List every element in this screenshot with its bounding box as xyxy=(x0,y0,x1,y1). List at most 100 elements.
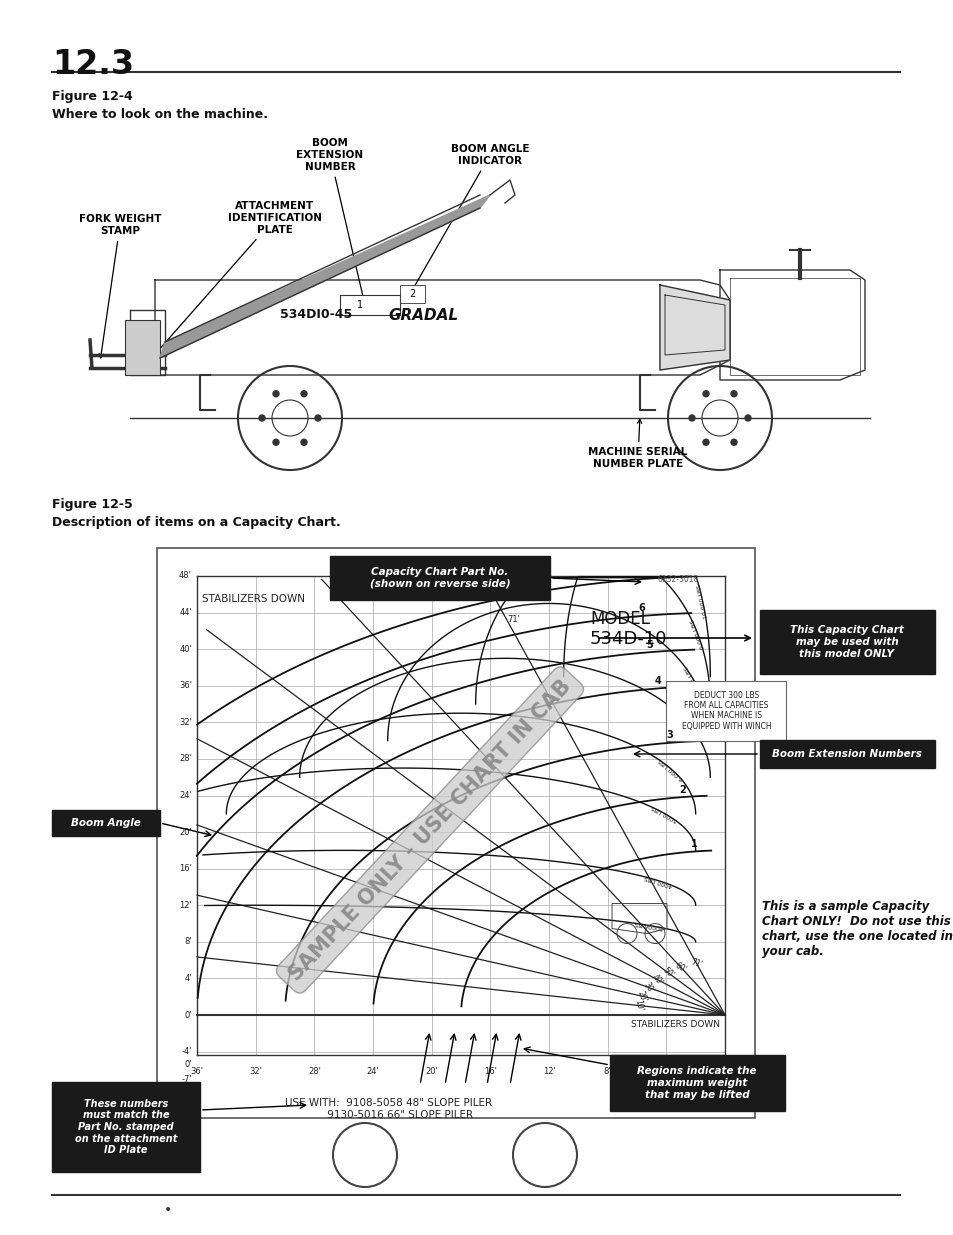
Text: 10,000 LBS: 10,000 LBS xyxy=(696,583,708,619)
Text: MACHINE SERIAL
NUMBER PLATE: MACHINE SERIAL NUMBER PLATE xyxy=(588,419,687,469)
Text: 1: 1 xyxy=(356,300,363,310)
Circle shape xyxy=(688,415,695,421)
Text: 50': 50' xyxy=(660,966,675,981)
Text: -4': -4' xyxy=(181,1047,192,1056)
Bar xyxy=(339,295,399,315)
Text: 16': 16' xyxy=(179,864,192,873)
Text: 12': 12' xyxy=(179,900,192,910)
Text: 20': 20' xyxy=(636,989,648,1003)
Text: 4000 LBS: 4000 LBS xyxy=(643,874,673,888)
Bar xyxy=(665,680,785,741)
Text: GRADAL: GRADAL xyxy=(388,308,457,322)
Polygon shape xyxy=(130,310,165,375)
Text: 48': 48' xyxy=(179,572,192,580)
Circle shape xyxy=(301,440,307,446)
Text: •: • xyxy=(164,1203,172,1216)
Bar xyxy=(609,1055,784,1112)
Text: 71': 71' xyxy=(689,957,702,969)
Text: SAMPLE ONLY - USE CHART IN CAB: SAMPLE ONLY - USE CHART IN CAB xyxy=(285,676,575,984)
Circle shape xyxy=(730,440,737,446)
Circle shape xyxy=(744,415,750,421)
Text: 44': 44' xyxy=(179,608,192,618)
Text: 20': 20' xyxy=(425,1067,437,1076)
Text: 4': 4' xyxy=(662,1067,669,1076)
Text: 6132-3018: 6132-3018 xyxy=(658,576,699,584)
Circle shape xyxy=(702,440,708,446)
Text: Where to look on the machine.: Where to look on the machine. xyxy=(52,107,268,121)
Bar xyxy=(157,548,754,1118)
Text: 40': 40' xyxy=(650,972,664,987)
Text: 40': 40' xyxy=(179,645,192,653)
Text: These numbers
must match the
Part No. stamped
on the attachment
ID Plate: These numbers must match the Part No. st… xyxy=(74,1099,177,1155)
Polygon shape xyxy=(154,280,729,375)
Text: BOOM
EXTENSION
NUMBER: BOOM EXTENSION NUMBER xyxy=(296,138,365,301)
Text: -7': -7' xyxy=(181,1074,192,1083)
Circle shape xyxy=(301,390,307,396)
Text: 3000 LBS: 3000 LBS xyxy=(634,920,663,930)
Text: 6: 6 xyxy=(638,604,644,614)
Circle shape xyxy=(273,390,278,396)
Text: 534D-10: 534D-10 xyxy=(589,630,667,648)
Text: 32': 32' xyxy=(249,1067,262,1076)
Bar xyxy=(125,320,160,375)
Text: 60': 60' xyxy=(673,961,688,974)
Text: 8': 8' xyxy=(184,937,192,946)
Text: 24': 24' xyxy=(366,1067,379,1076)
Text: 1: 1 xyxy=(691,839,698,848)
Text: FORK WEIGHT
STAMP: FORK WEIGHT STAMP xyxy=(79,214,161,358)
Text: ATTACHMENT
IDENTIFICATION
PLATE: ATTACHMENT IDENTIFICATION PLATE xyxy=(152,201,322,357)
Text: 2: 2 xyxy=(409,289,415,299)
Text: USE WITH:  9108-5058 48" SLOPE PILER
             9130-5016 66" SLOPE PILER: USE WITH: 9108-5058 48" SLOPE PILER 9130… xyxy=(285,1098,492,1120)
Text: Figure 12-4: Figure 12-4 xyxy=(52,90,132,103)
Text: DEDUCT 300 LBS
FROM ALL CAPACITIES
WHEN MACHINE IS
EQUIPPED WITH WINCH: DEDUCT 300 LBS FROM ALL CAPACITIES WHEN … xyxy=(680,690,770,731)
Bar xyxy=(52,810,160,836)
Text: 8,000 LBS: 8,000 LBS xyxy=(682,664,702,694)
Text: 24': 24' xyxy=(179,790,192,800)
Text: 5000 LBS: 5000 LBS xyxy=(650,804,678,823)
Text: 6,000 LBS: 6,000 LBS xyxy=(657,757,683,781)
Text: 28': 28' xyxy=(179,755,192,763)
Text: 4: 4 xyxy=(654,676,660,685)
Text: 30': 30' xyxy=(641,981,655,995)
Text: Boom Angle: Boom Angle xyxy=(71,818,141,827)
Text: This Capacity Chart
may be used with
this model ONLY: This Capacity Chart may be used with thi… xyxy=(789,625,903,658)
Text: Figure 12-5: Figure 12-5 xyxy=(52,498,132,511)
Text: 7000 LBS: 7000 LBS xyxy=(677,711,700,736)
Circle shape xyxy=(273,440,278,446)
Bar xyxy=(760,610,934,674)
Text: 8': 8' xyxy=(603,1067,611,1076)
Text: 2: 2 xyxy=(679,784,685,794)
Text: 32': 32' xyxy=(179,718,192,727)
Text: 71': 71' xyxy=(507,615,519,624)
Text: 12.3: 12.3 xyxy=(52,48,134,82)
Text: STABILIZERS DOWN: STABILIZERS DOWN xyxy=(630,1020,720,1029)
Text: 36': 36' xyxy=(191,1067,203,1076)
Circle shape xyxy=(314,415,320,421)
Text: BOOM ANGLE
INDICATOR: BOOM ANGLE INDICATOR xyxy=(412,144,529,290)
Text: Description of items on a Capacity Chart.: Description of items on a Capacity Chart… xyxy=(52,516,340,529)
Polygon shape xyxy=(659,285,729,370)
Text: Boom Extension Numbers: Boom Extension Numbers xyxy=(771,748,921,760)
Text: Regions indicate the
maximum weight
that may be lifted: Regions indicate the maximum weight that… xyxy=(637,1066,756,1099)
Polygon shape xyxy=(160,195,490,358)
Text: 0': 0' xyxy=(720,1067,728,1076)
Text: 36': 36' xyxy=(179,682,192,690)
Text: 4': 4' xyxy=(184,974,192,983)
Text: 16': 16' xyxy=(483,1067,497,1076)
Text: 0': 0' xyxy=(184,1010,192,1020)
Text: 12': 12' xyxy=(542,1067,555,1076)
Bar xyxy=(330,556,550,600)
Text: MODEL: MODEL xyxy=(589,610,649,629)
Text: 3: 3 xyxy=(666,730,673,740)
Text: 20': 20' xyxy=(179,827,192,836)
Text: 0': 0' xyxy=(184,1060,192,1070)
Bar xyxy=(399,285,424,303)
Text: This is a sample Capacity
Chart ONLY!  Do not use this
chart, use the one locate: This is a sample Capacity Chart ONLY! Do… xyxy=(761,900,952,958)
Circle shape xyxy=(258,415,265,421)
Polygon shape xyxy=(720,270,864,380)
Text: 534DI0-45: 534DI0-45 xyxy=(280,309,352,321)
Circle shape xyxy=(730,390,737,396)
Text: 9,000 LBS: 9,000 LBS xyxy=(689,619,705,650)
Text: Capacity Chart Part No.
(shown on reverse side): Capacity Chart Part No. (shown on revers… xyxy=(370,567,510,589)
Bar xyxy=(760,740,934,768)
